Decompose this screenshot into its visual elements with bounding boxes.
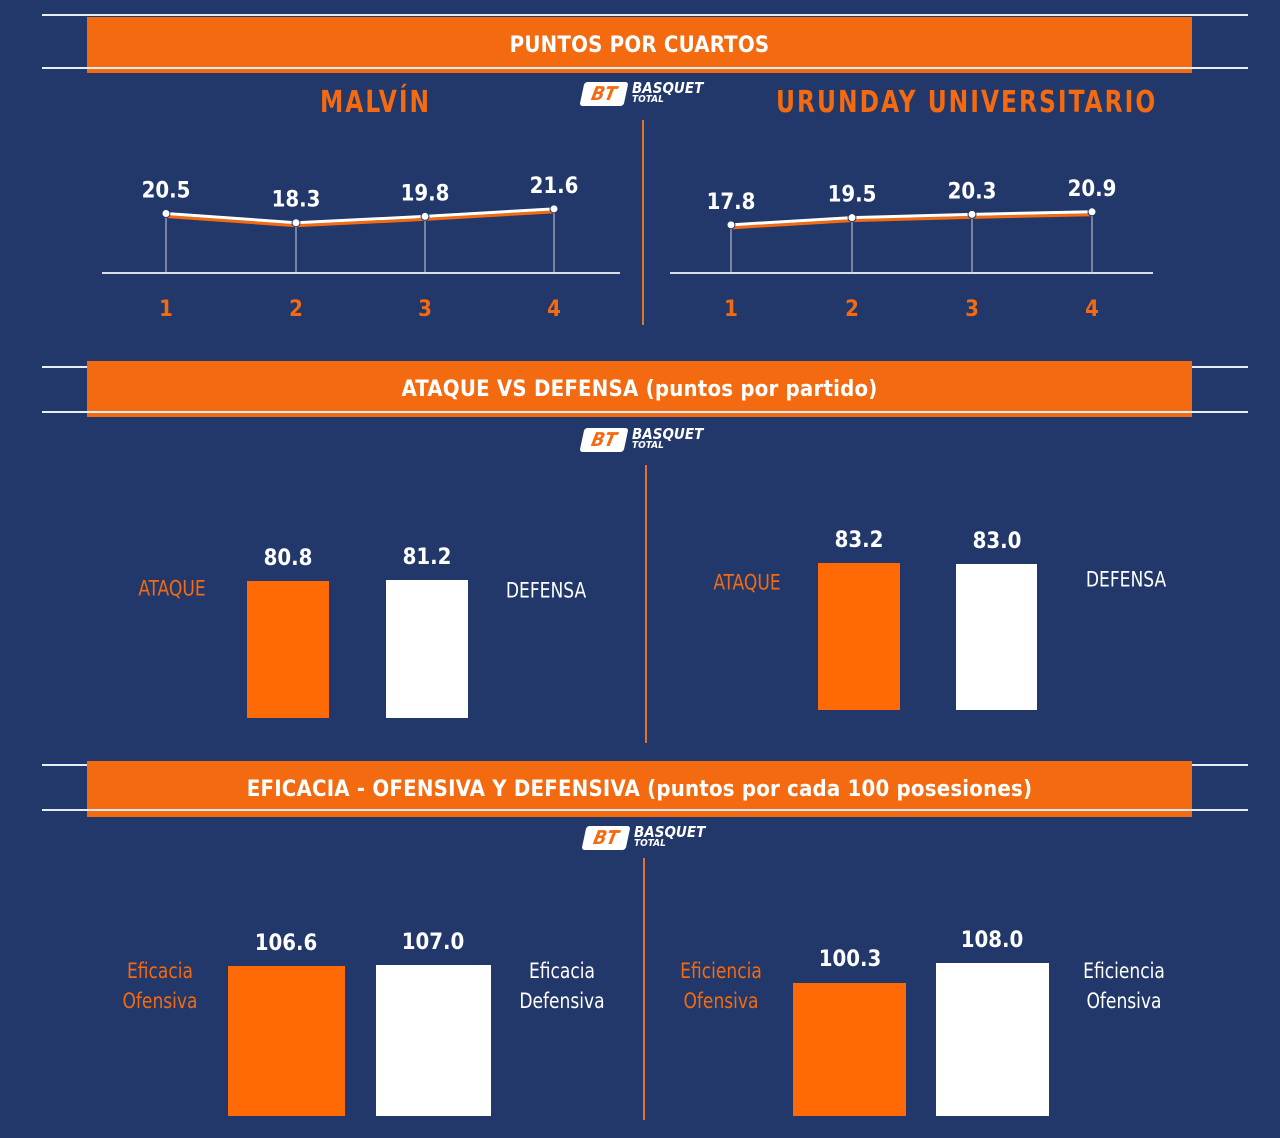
data-point: [847, 213, 857, 223]
x-tick-label: 1: [724, 297, 738, 322]
bar-attack-left: [247, 581, 329, 718]
divider-line: [42, 67, 1248, 69]
logo-line2: TOTAL: [634, 838, 666, 849]
data-point: [549, 204, 559, 214]
basquet-total-logo: BT BASQUET TOTAL: [579, 79, 704, 106]
data-point: [420, 211, 430, 221]
x-tick-label: 2: [845, 297, 859, 322]
logo-line1: BASQUET: [632, 425, 704, 443]
bar-label-defensive: Eficacia Defensiva: [519, 959, 605, 1014]
x-tick-label: 4: [547, 297, 561, 322]
bar-defensive-left: [376, 965, 491, 1116]
data-point: [967, 209, 977, 219]
bar-label-attack: ATAQUE: [713, 570, 781, 596]
bar-value: 100.3: [818, 947, 882, 972]
quarters-line-chart-right: 17.8 1 19.5 2 20.3 3 20.9 4: [670, 177, 1153, 322]
logo-line2: TOTAL: [632, 440, 664, 451]
center-divider: [642, 120, 644, 325]
x-tick-label: 4: [1085, 297, 1099, 322]
section-title: PUNTOS POR CUARTOS: [509, 32, 770, 58]
section-banner-efficiency: EFICACIA - OFENSIVA Y DEFENSIVA (puntos …: [87, 761, 1192, 817]
x-tick-label: 3: [965, 297, 979, 322]
bar-value: 80.8: [263, 546, 313, 571]
logo-badge: BT: [581, 826, 631, 850]
bar-offensive-right-2: [936, 963, 1049, 1116]
data-label: 18.3: [272, 188, 321, 213]
section-banner-attack: ATAQUE VS DEFENSA (puntos por partido): [87, 361, 1192, 417]
divider-line: [42, 14, 1248, 16]
series-line: [165, 207, 555, 225]
data-label: 20.9: [1068, 177, 1117, 202]
team-name-right: URUNDAY UNIVERSITARIO: [776, 85, 1158, 121]
data-label: 17.8: [707, 190, 756, 215]
basquet-total-logo: BT BASQUET TOTAL: [581, 823, 706, 850]
data-point: [726, 220, 736, 230]
bar-value: 107.0: [401, 930, 465, 955]
divider-line: [42, 411, 1248, 413]
logo-line2: TOTAL: [632, 94, 664, 105]
bar-defense-left: [386, 580, 468, 718]
bar-label-attack: ATAQUE: [138, 576, 206, 602]
logo-line1: BASQUET: [632, 79, 704, 97]
bar-label-defense: DEFENSA: [505, 578, 587, 604]
section-banner-quarters: PUNTOS POR CUARTOS: [87, 17, 1192, 73]
data-label: 21.6: [530, 174, 579, 199]
bar-offensive-right: [793, 983, 906, 1116]
team-name-left: MALVÍN: [320, 85, 432, 121]
bar-value: 83.0: [972, 529, 1022, 554]
data-point: [1087, 207, 1097, 217]
bar-label-defense: DEFENSA: [1085, 567, 1167, 593]
x-tick-label: 3: [418, 297, 432, 322]
bar-label-offensive: Eficacia Ofensiva: [122, 959, 198, 1014]
data-label: 20.3: [948, 179, 997, 204]
logo-badge: BT: [579, 428, 629, 452]
divider-line: [42, 809, 1248, 811]
bar-value: 108.0: [960, 928, 1024, 953]
bar-value: 81.2: [402, 545, 452, 570]
quarters-line-chart-left: 20.5 1 18.3 2 19.8 3 21.6 4: [102, 174, 620, 322]
series-line: [730, 210, 1093, 227]
x-tick-label: 2: [289, 297, 303, 322]
data-label: 19.5: [828, 183, 877, 208]
basquet-total-logo: BT BASQUET TOTAL: [579, 425, 704, 452]
logo-line1: BASQUET: [634, 823, 706, 841]
data-label: 19.8: [401, 181, 450, 206]
center-divider: [645, 465, 647, 743]
bar-label-offensive-2: Eficiencia Ofensiva: [1083, 959, 1165, 1014]
bar-attack-right: [818, 563, 900, 710]
data-label: 20.5: [142, 178, 191, 203]
data-point: [291, 218, 301, 228]
center-divider: [643, 858, 645, 1120]
data-point: [161, 208, 171, 218]
section-title: EFICACIA - OFENSIVA Y DEFENSIVA (puntos …: [246, 776, 1033, 802]
bar-value: 83.2: [834, 528, 884, 553]
bar-offensive-left: [228, 966, 345, 1116]
x-tick-label: 1: [159, 297, 173, 322]
bar-value: 106.6: [254, 931, 318, 956]
series-line-shadow: [165, 210, 555, 228]
bar-label-offensive: Eficiencia Ofensiva: [680, 959, 762, 1014]
bar-defense-right: [956, 564, 1037, 710]
series-line-shadow: [730, 213, 1093, 230]
section-title: ATAQUE VS DEFENSA (puntos por partido): [401, 376, 878, 402]
